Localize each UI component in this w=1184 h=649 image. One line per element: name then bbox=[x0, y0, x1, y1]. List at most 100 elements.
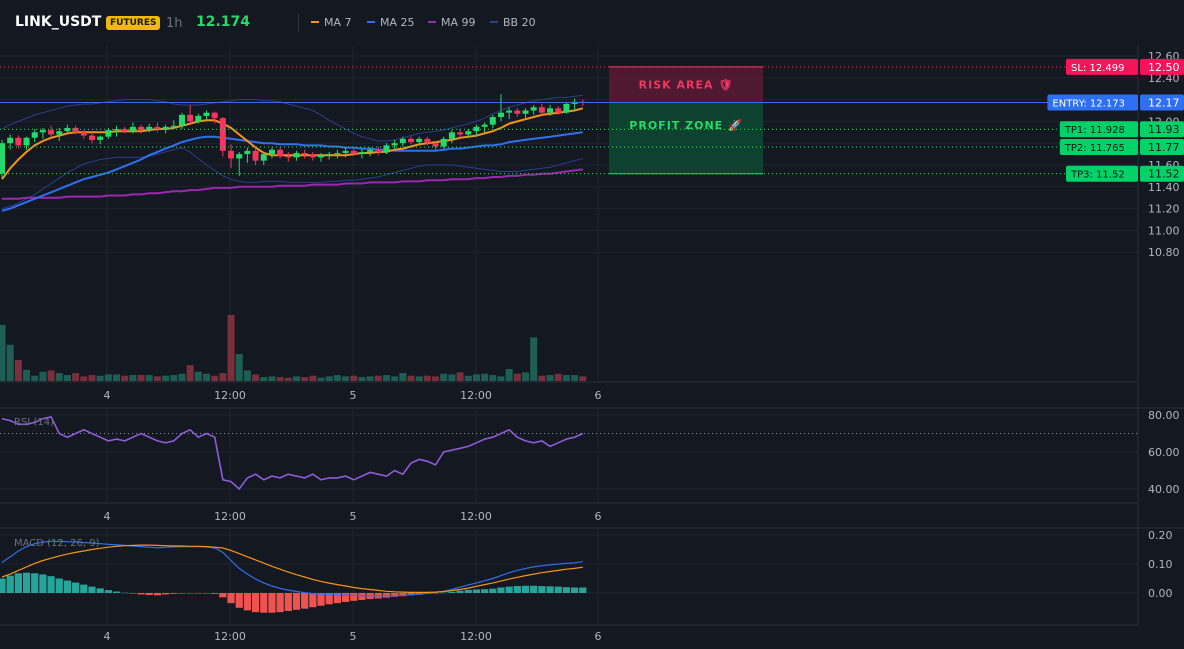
volume-bar bbox=[423, 375, 431, 381]
volume-bar bbox=[472, 374, 480, 381]
macd-histogram-bar bbox=[235, 593, 243, 608]
candle-body bbox=[326, 154, 333, 156]
macd-histogram-bar bbox=[6, 575, 14, 593]
price-tick-label: 10.80 bbox=[1148, 246, 1180, 259]
candle bbox=[448, 130, 455, 144]
volume-bar bbox=[227, 315, 235, 381]
candle-body bbox=[538, 107, 545, 113]
volume-bar bbox=[301, 377, 309, 381]
tp2-price-tag bbox=[1140, 139, 1184, 156]
legend-ma7-label: MA 7 bbox=[324, 16, 352, 29]
macd-histogram-bar bbox=[194, 593, 202, 594]
price-tick-label: 11.00 bbox=[1148, 224, 1180, 237]
legend-ma99[interactable]: MA 99 bbox=[428, 16, 476, 29]
candle-body bbox=[522, 110, 529, 114]
legend-ma25[interactable]: MA 25 bbox=[367, 16, 415, 29]
volume-bar bbox=[6, 344, 14, 381]
candle bbox=[408, 136, 414, 145]
bb-upper-line bbox=[1, 94, 583, 142]
candle-body bbox=[195, 115, 202, 122]
volume-bar bbox=[63, 375, 71, 381]
macd-histogram-bar bbox=[129, 593, 137, 594]
volume-bar bbox=[399, 373, 407, 381]
candle-body bbox=[146, 126, 153, 131]
candle bbox=[440, 136, 447, 149]
macd-histogram-bar bbox=[80, 584, 88, 593]
candle bbox=[530, 105, 537, 115]
candle-body bbox=[391, 143, 398, 146]
profit-zone bbox=[609, 102, 763, 174]
volume-bar bbox=[333, 375, 341, 381]
candle bbox=[571, 98, 578, 111]
volume-bar bbox=[382, 375, 390, 381]
candle-body bbox=[15, 137, 22, 146]
candle-body bbox=[211, 112, 218, 119]
time-tick-label: 5 bbox=[350, 630, 357, 643]
time-tick-label: 12:00 bbox=[214, 630, 246, 643]
candle bbox=[489, 114, 496, 128]
volume-bar bbox=[219, 373, 227, 381]
macd-histogram-bar bbox=[464, 589, 472, 593]
time-tick-label: 12:00 bbox=[214, 389, 246, 402]
candle-body bbox=[465, 131, 472, 135]
macd-histogram-bar bbox=[292, 593, 301, 610]
volume-bar bbox=[562, 375, 570, 381]
candle bbox=[31, 129, 38, 143]
candle bbox=[432, 141, 439, 150]
macd-histogram-bar bbox=[513, 586, 521, 593]
sl-label-tag-text: SL: 12.499 bbox=[1071, 63, 1124, 74]
volume-bar bbox=[55, 373, 63, 381]
candle bbox=[383, 143, 390, 155]
candle-body bbox=[39, 130, 46, 133]
candle bbox=[301, 149, 308, 159]
macd-histogram-bar bbox=[145, 593, 153, 596]
time-tick-label: 12:00 bbox=[214, 510, 246, 523]
macd-histogram-bar bbox=[178, 593, 186, 594]
candle bbox=[293, 150, 300, 161]
volume-bar bbox=[448, 374, 456, 381]
macd-line bbox=[1, 540, 583, 597]
volume-bar bbox=[513, 373, 521, 381]
candle bbox=[105, 127, 112, 139]
candle-body bbox=[424, 138, 431, 144]
candle bbox=[309, 151, 316, 161]
macd-histogram-bar bbox=[538, 586, 546, 593]
volume-bar bbox=[137, 375, 145, 381]
candle-body bbox=[162, 126, 169, 130]
candle-body bbox=[497, 112, 504, 118]
interval-selector[interactable]: 1h bbox=[166, 16, 183, 31]
candle bbox=[7, 134, 14, 150]
candle-body bbox=[367, 149, 374, 152]
candle bbox=[170, 120, 177, 130]
legend-ma7[interactable]: MA 7 bbox=[311, 16, 352, 29]
macd-histogram-bar bbox=[317, 593, 325, 606]
candle bbox=[48, 125, 55, 137]
time-tick-label: 12:00 bbox=[460, 389, 492, 402]
tp1-price-tag bbox=[1140, 121, 1184, 138]
candle-body bbox=[375, 149, 382, 152]
macd-histogram-bar bbox=[227, 593, 235, 604]
candle-body bbox=[489, 117, 496, 125]
symbol-title[interactable]: LINK_USDT bbox=[15, 14, 102, 30]
volume-bar bbox=[145, 375, 153, 381]
volume-bar bbox=[31, 375, 39, 381]
volume-bar bbox=[489, 375, 497, 381]
candle bbox=[547, 105, 554, 116]
macd-histogram-bar bbox=[546, 586, 554, 593]
candle bbox=[497, 94, 504, 122]
volume-bar bbox=[268, 376, 276, 381]
price-tick-label: 11.20 bbox=[1148, 203, 1180, 216]
candle-body bbox=[178, 114, 185, 126]
time-tick-label: 4 bbox=[104, 630, 111, 643]
macd-histogram-bar bbox=[153, 593, 162, 596]
candle bbox=[399, 136, 406, 147]
volume-bar bbox=[440, 373, 448, 381]
legend-bb20[interactable]: BB 20 bbox=[490, 16, 536, 29]
macd-histogram-bar bbox=[440, 592, 448, 594]
candle-body bbox=[342, 150, 349, 154]
volume-bar bbox=[104, 374, 112, 381]
candle-body bbox=[23, 137, 30, 146]
tp1-price-tag-text: 11.93 bbox=[1148, 123, 1180, 136]
candle-body bbox=[358, 151, 365, 155]
